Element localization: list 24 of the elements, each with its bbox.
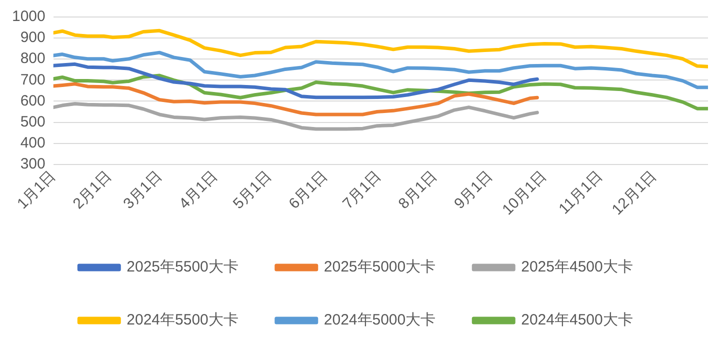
x-tick-label: 11月1日 [556,167,606,218]
legend-label: 2024年5500大卡 [126,312,238,329]
y-tick-label: 500 [20,113,46,130]
x-tick-label: 12月1日 [608,167,660,218]
x-tick-label: 8月1日 [395,167,440,212]
legend-label: 2025年5000大卡 [324,258,436,276]
legend-label: 2024年4500大卡 [521,312,633,329]
x-tick-label: 5月1日 [230,167,275,212]
legend-label: 2025年4500大卡 [521,258,633,276]
x-tick-label: 2月1日 [70,167,115,212]
x-tick-label: 4月1日 [176,167,221,212]
y-tick-label: 400 [20,134,46,152]
y-tick-label: 600 [20,92,46,110]
legend-label: 2025年5500大卡 [126,258,238,276]
x-tick-label: 9月1日 [451,167,496,212]
y-tick-label: 800 [20,50,46,68]
x-tick-label: 10月1日 [499,167,550,218]
y-tick-label: 1000 [12,8,46,26]
legend-label: 2024年5000大卡 [324,312,436,329]
y-tick-label: 700 [20,71,46,88]
x-tick-label: 3月1日 [120,167,166,212]
y-tick-label: 900 [20,29,46,46]
x-tick-label: 6月1日 [286,167,331,212]
x-tick-label: 7月1日 [340,167,385,212]
